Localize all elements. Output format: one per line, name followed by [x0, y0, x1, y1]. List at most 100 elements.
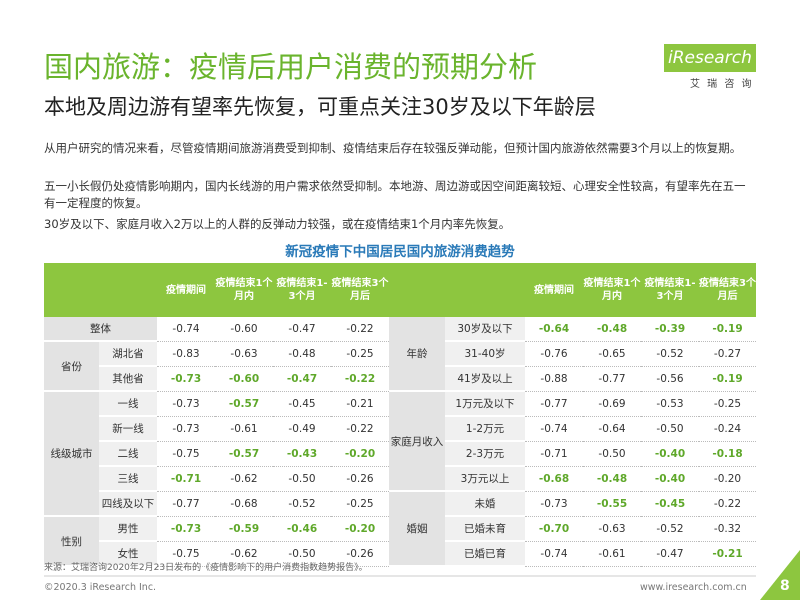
row-label: 未婚	[445, 491, 525, 517]
row-label: 已婚未育	[445, 516, 525, 542]
source: 来源：艾瑞咨询2020年2月23日发布的《疫情影响下的用户消费指数趋势报告》。	[44, 563, 368, 573]
value-cell: -0.88	[525, 366, 583, 392]
value-cell: -0.40	[641, 466, 699, 492]
row-label: 已婚已育	[445, 541, 525, 567]
table-row: 三线 -0.71 -0.62 -0.50 -0.26 3万元以上 -0.68 -0.48 -0.…	[44, 466, 756, 492]
value-cell: -0.74	[525, 416, 583, 442]
paragraph: 五一小长假仍处疫情影响期内，国内长线游的用户需求依然受抑制。本地游、周边游或因空…	[44, 179, 746, 210]
value-cell: -0.19	[699, 317, 756, 342]
row-label: 二线	[99, 441, 157, 467]
value-cell: -0.70	[525, 516, 583, 542]
value-cell: -0.73	[525, 491, 583, 517]
row-label: 3万元以上	[445, 466, 525, 492]
paragraph: 30岁及以下、家庭月收入2万以上的人群的反弹动力较强，或在疫情结束1个月内率先恢…	[44, 217, 511, 231]
value-cell: -0.20	[331, 441, 389, 467]
value-cell: -0.47	[273, 366, 331, 392]
group-label: 性别	[44, 516, 99, 567]
value-cell: -0.83	[157, 341, 215, 367]
value-cell: -0.53	[641, 391, 699, 417]
page-number: 8	[780, 578, 790, 594]
value-cell: -0.55	[583, 491, 641, 517]
column-header: 疫情结束1个月内	[583, 263, 641, 317]
value-cell: -0.73	[157, 416, 215, 442]
value-cell: -0.50	[273, 541, 331, 567]
value-cell: -0.74	[157, 317, 215, 342]
group-label: 家庭月收入	[389, 391, 445, 492]
value-cell: -0.74	[525, 541, 583, 567]
value-cell: -0.71	[525, 441, 583, 467]
value-cell: -0.71	[157, 466, 215, 492]
value-cell: -0.63	[583, 516, 641, 542]
header-blank	[44, 263, 157, 317]
row-label: 一线	[99, 391, 157, 417]
value-cell: -0.60	[215, 366, 273, 392]
value-cell: -0.19	[699, 366, 756, 392]
row-label: 四线及以下	[99, 491, 157, 517]
value-cell: -0.22	[331, 317, 389, 342]
value-cell: -0.50	[583, 441, 641, 467]
value-cell: -0.77	[525, 391, 583, 417]
value-cell: -0.57	[215, 391, 273, 417]
logo: iResearch	[664, 44, 756, 72]
header-blank	[389, 263, 525, 317]
value-cell: -0.52	[641, 516, 699, 542]
value-cell: -0.25	[331, 341, 389, 367]
value-cell: -0.22	[331, 416, 389, 442]
value-cell: -0.64	[583, 416, 641, 442]
group-label: 婚姻	[389, 491, 445, 567]
value-cell: -0.73	[157, 516, 215, 542]
value-cell: -0.61	[215, 416, 273, 442]
column-header: 疫情结束3个月后	[699, 263, 756, 317]
value-cell: -0.65	[583, 341, 641, 367]
value-cell: -0.20	[331, 516, 389, 542]
value-cell: -0.62	[215, 541, 273, 567]
row-label: 女性	[99, 541, 157, 567]
value-cell: -0.59	[215, 516, 273, 542]
group-label: 线级城市	[44, 391, 99, 517]
column-header: 疫情结束1-3个月	[641, 263, 699, 317]
value-cell: -0.77	[583, 366, 641, 392]
row-label: 三线	[99, 466, 157, 492]
value-cell: -0.46	[273, 516, 331, 542]
corner-triangle	[760, 550, 800, 600]
value-cell: -0.49	[273, 416, 331, 442]
row-label: 2-3万元	[445, 441, 525, 467]
row-label: 1-2万元	[445, 416, 525, 442]
value-cell: -0.64	[525, 317, 583, 342]
subtitle: 本地及周边游有望率先恢复，可重点关注30岁及以下年龄层	[44, 95, 596, 119]
footer-graphics	[44, 550, 800, 600]
row-label: 新一线	[99, 416, 157, 442]
column-header: 疫情期间	[157, 263, 215, 317]
value-cell: -0.56	[641, 366, 699, 392]
value-cell: -0.45	[273, 391, 331, 417]
value-cell: -0.57	[215, 441, 273, 467]
value-cell: -0.32	[699, 516, 756, 542]
value-cell: -0.26	[331, 541, 389, 567]
value-cell: -0.25	[699, 391, 756, 417]
value-cell: -0.21	[331, 391, 389, 417]
row-label: 整体	[44, 317, 157, 342]
copyright: ©2020.3 iResearch Inc.	[44, 582, 157, 593]
value-cell: -0.47	[641, 541, 699, 567]
value-cell: -0.21	[699, 541, 756, 567]
value-cell: -0.61	[583, 541, 641, 567]
table-row: 新一线 -0.73 -0.61 -0.49 -0.22 1-2万元 -0.74 -0.64 -0…	[44, 416, 756, 442]
value-cell: -0.50	[641, 416, 699, 442]
table-row: 线级城市 一线 -0.73 -0.57 -0.45 -0.21 家庭月收入 1万元及以下 -0.…	[44, 391, 756, 517]
table-row: 四线及以下 -0.77 -0.68 -0.52 -0.25 婚姻 未婚 -0.73 -0.55-…	[44, 491, 756, 567]
row-label: 湖北省	[99, 341, 157, 367]
row-label: 其他省	[99, 366, 157, 392]
table-row: 整体 -0.74 -0.60 -0.47 -0.22 年龄 30岁及以下 -0.64 -0.48…	[44, 317, 756, 392]
value-cell: -0.47	[273, 317, 331, 342]
value-cell: -0.69	[583, 391, 641, 417]
value-cell: -0.77	[157, 491, 215, 517]
value-cell: -0.52	[273, 491, 331, 517]
value-cell: -0.48	[583, 317, 641, 342]
value-cell: -0.73	[157, 391, 215, 417]
group-label: 省份	[44, 341, 99, 392]
value-cell: -0.50	[273, 466, 331, 492]
value-cell: -0.22	[331, 366, 389, 392]
row-label: 男性	[99, 516, 157, 542]
value-cell: -0.68	[525, 466, 583, 492]
value-cell: -0.73	[157, 366, 215, 392]
